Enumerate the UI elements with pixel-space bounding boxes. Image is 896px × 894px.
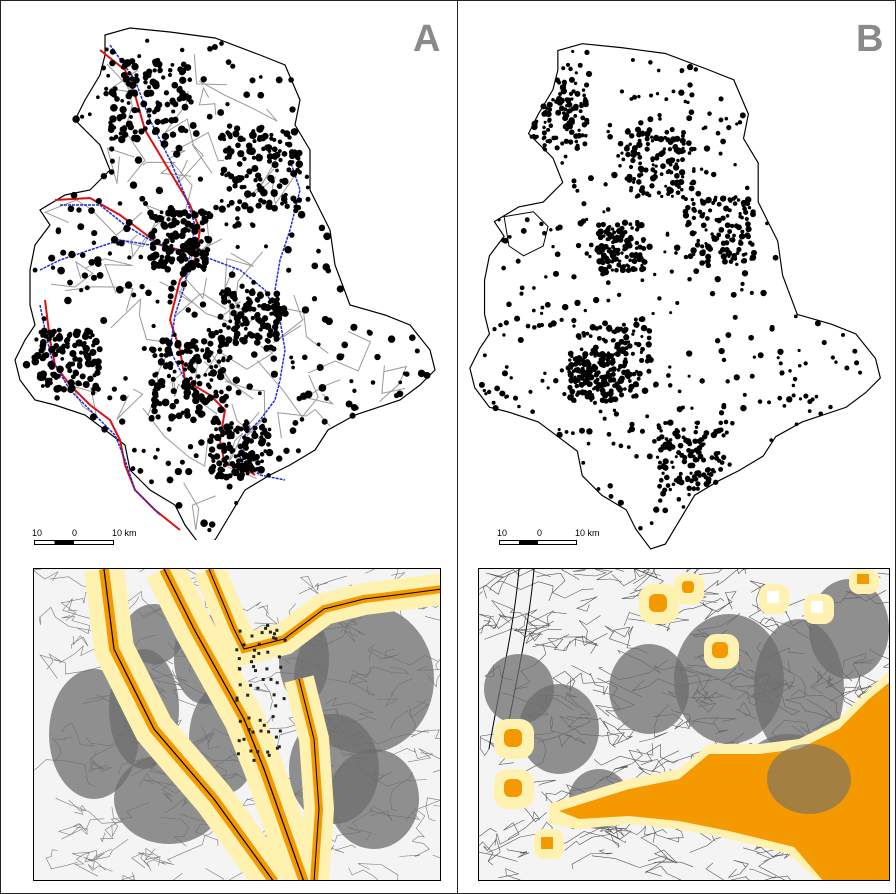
region-outline xyxy=(469,43,881,550)
region-map-a xyxy=(14,27,436,540)
scale-left-label: 10 xyxy=(32,528,43,538)
scale-bar-a: 10 0 10 km xyxy=(32,528,142,548)
scale-left-label: 10 xyxy=(497,528,508,538)
scale-mid-label: 0 xyxy=(537,528,543,538)
point-cluster-b xyxy=(478,49,863,531)
flood-zone xyxy=(559,682,889,880)
small-buffers xyxy=(494,569,879,859)
panel-letter-a: A xyxy=(413,18,441,60)
corridor-buffers xyxy=(84,569,440,880)
panel-letter-b: B xyxy=(856,18,884,60)
panel-divider xyxy=(457,0,458,894)
inset-a-drawing xyxy=(34,569,440,880)
scale-bar-b: 10 0 10 km xyxy=(497,528,607,548)
inset-map-a xyxy=(33,568,441,881)
scale-bar-icon xyxy=(499,540,577,545)
point-cluster-a xyxy=(22,38,431,533)
region-map-b xyxy=(469,43,881,550)
scale-right-label: 10 km xyxy=(112,528,137,538)
scale-bar-icon xyxy=(34,540,114,545)
lake-outline xyxy=(503,211,549,257)
scale-mid-label: 0 xyxy=(72,528,78,538)
inset-map-b xyxy=(478,568,890,881)
inset-b-drawing xyxy=(479,569,889,880)
scale-right-label: 10 km xyxy=(575,528,600,538)
